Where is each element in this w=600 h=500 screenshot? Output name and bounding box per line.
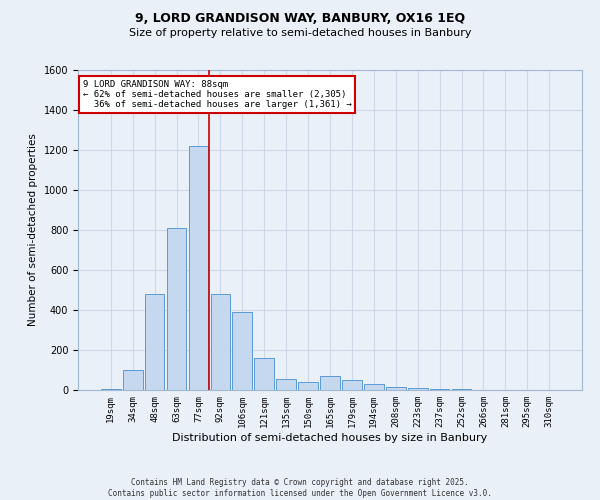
Bar [452, 389, 472, 390]
Bar [254, 358, 274, 390]
Text: 9, LORD GRANDISON WAY, BANBURY, OX16 1EQ: 9, LORD GRANDISON WAY, BANBURY, OX16 1EQ [135, 12, 465, 26]
Bar [364, 384, 384, 390]
X-axis label: Distribution of semi-detached houses by size in Banbury: Distribution of semi-detached houses by … [172, 432, 488, 442]
Bar [276, 379, 296, 390]
Bar [145, 294, 164, 390]
Bar [320, 376, 340, 390]
Bar [386, 387, 406, 390]
Bar [167, 228, 187, 390]
Bar [232, 312, 252, 390]
Text: Contains HM Land Registry data © Crown copyright and database right 2025.
Contai: Contains HM Land Registry data © Crown c… [108, 478, 492, 498]
Bar [123, 370, 143, 390]
Bar [430, 389, 449, 390]
Bar [298, 382, 318, 390]
Text: Size of property relative to semi-detached houses in Banbury: Size of property relative to semi-detach… [129, 28, 471, 38]
Bar [408, 388, 428, 390]
Bar [188, 146, 208, 390]
Y-axis label: Number of semi-detached properties: Number of semi-detached properties [28, 134, 38, 326]
Bar [101, 389, 121, 390]
Bar [211, 294, 230, 390]
Bar [342, 380, 362, 390]
Text: 9 LORD GRANDISON WAY: 88sqm
← 62% of semi-detached houses are smaller (2,305)
  : 9 LORD GRANDISON WAY: 88sqm ← 62% of sem… [83, 80, 352, 110]
